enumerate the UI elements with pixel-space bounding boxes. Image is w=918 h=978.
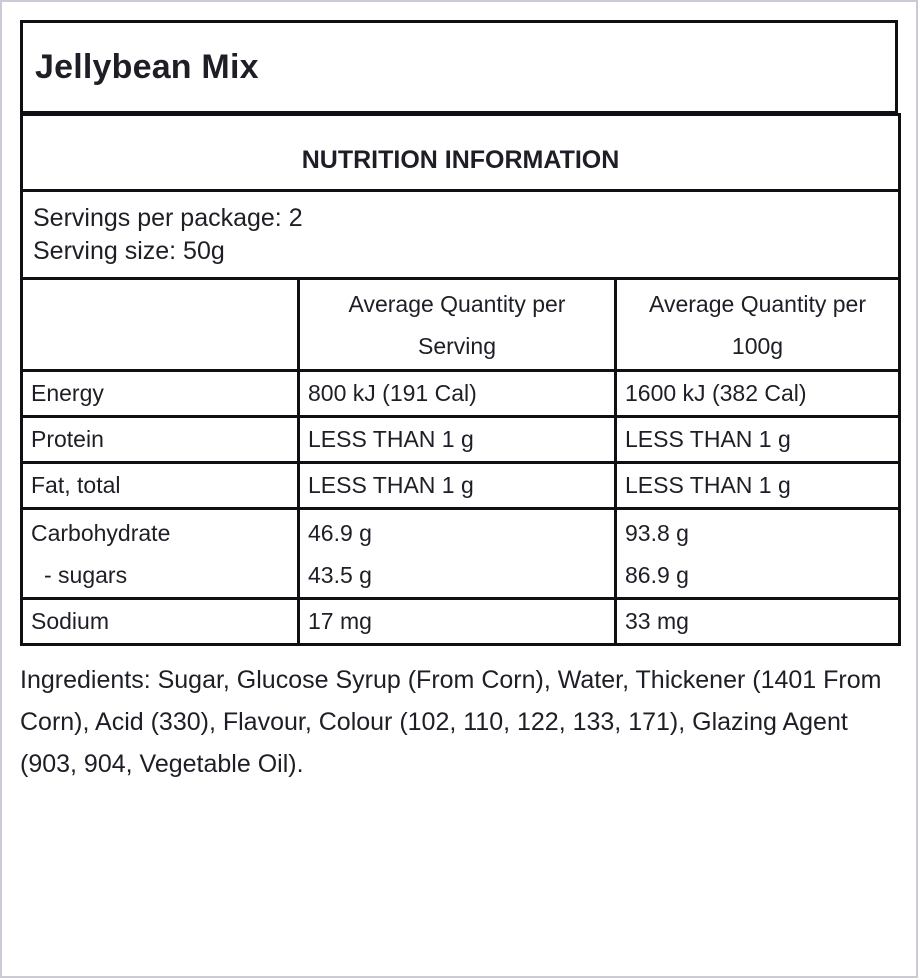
table-row-carbohydrate: Carbohydrate - sugars 46.9 g 43.5 g 93.8… xyxy=(20,507,902,600)
nutrition-table: NUTRITION INFORMATION Servings per packa… xyxy=(19,113,902,646)
per-100g-value: LESS THAN 1 g xyxy=(613,415,902,464)
sugars-per-serving: 43.5 g xyxy=(308,561,372,588)
per-serving-value: 46.9 g 43.5 g xyxy=(297,507,617,600)
nutrient-label: Fat, total xyxy=(20,461,300,510)
table-row-energy: Energy 800 kJ (191 Cal) 1600 kJ (382 Cal… xyxy=(20,369,902,418)
carbohydrate-per-100g: 93.8 g xyxy=(625,519,689,546)
panel-heading: NUTRITION INFORMATION xyxy=(19,113,902,192)
nutrient-label: Energy xyxy=(20,369,300,418)
sugars-per-100g: 86.9 g xyxy=(625,561,689,588)
sugars-label: - sugars xyxy=(44,561,128,588)
table-row-fat: Fat, total LESS THAN 1 g LESS THAN 1 g xyxy=(20,461,902,510)
serving-size: Serving size: 50g xyxy=(33,237,225,265)
carbohydrate-label: Carbohydrate xyxy=(31,519,171,546)
column-header-blank xyxy=(20,277,300,372)
per-100g-value: LESS THAN 1 g xyxy=(613,461,902,510)
panel-heading-row: NUTRITION INFORMATION xyxy=(19,113,902,192)
table-header-row: Average Quantity per Serving Average Qua… xyxy=(20,277,902,372)
nutrient-label: Carbohydrate - sugars xyxy=(20,507,300,600)
per-serving-value: 17 mg xyxy=(297,597,617,646)
carbohydrate-per-serving: 46.9 g xyxy=(308,519,372,546)
per-100g-value: 1600 kJ (382 Cal) xyxy=(613,369,902,418)
per-serving-value: LESS THAN 1 g xyxy=(297,415,617,464)
product-title-box: Jellybean Mix xyxy=(20,20,898,113)
per-100g-value: 33 mg xyxy=(613,597,902,646)
servings-cell: Servings per package: 2 Serving size: 50… xyxy=(19,189,902,280)
column-header-per-serving: Average Quantity per Serving xyxy=(297,277,617,372)
servings-row: Servings per package: 2 Serving size: 50… xyxy=(19,189,902,280)
per-serving-value: LESS THAN 1 g xyxy=(297,461,617,510)
column-header-per-100g: Average Quantity per 100g xyxy=(613,277,902,372)
nutrient-label: Sodium xyxy=(20,597,300,646)
per-100g-value: 93.8 g 86.9 g xyxy=(613,507,902,600)
page-title: Jellybean Mix xyxy=(35,47,259,86)
table-row-sodium: Sodium 17 mg 33 mg xyxy=(20,597,902,646)
table-row-protein: Protein LESS THAN 1 g LESS THAN 1 g xyxy=(20,415,902,464)
per-serving-value: 800 kJ (191 Cal) xyxy=(297,369,617,418)
ingredients-text: Ingredients: Sugar, Glucose Syrup (From … xyxy=(20,666,882,778)
servings-per-package: Servings per package: 2 xyxy=(33,204,303,232)
nutrient-label: Protein xyxy=(20,415,300,464)
